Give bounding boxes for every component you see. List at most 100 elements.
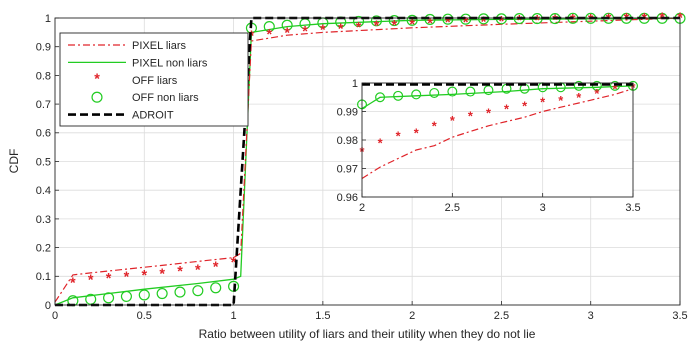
main-y-tick-label: 0.5 (36, 156, 51, 168)
main-off-liars-point: * (659, 11, 665, 27)
inset-off-liars-point: * (432, 119, 437, 134)
inset-off-non-liars-point (573, 80, 584, 91)
main-off-liars-point: * (391, 18, 397, 34)
main-off-non-liars-point (174, 286, 186, 298)
main-off-liars-point: * (356, 20, 362, 36)
legend-pixel-liars-label: PIXEL liars (132, 40, 187, 52)
main-off-non-liars-point (388, 15, 400, 27)
inset-off-non-liars-point (483, 85, 494, 96)
main-off-non-liars-point (353, 15, 365, 27)
main-off-non-liars-point (192, 285, 204, 297)
main-off-liars-point: * (481, 14, 487, 30)
main-y-tick-label: 0.3 (36, 214, 51, 226)
inset-off-liars-point: * (450, 113, 455, 128)
main-off-liars-point: * (624, 11, 630, 27)
main-off-liars-point: * (213, 259, 219, 275)
inset-off-liars-point: * (486, 106, 491, 121)
inset-off-liars-point: * (396, 129, 401, 144)
inset-off-non-liars-point (411, 89, 422, 100)
main-off-liars-point: * (159, 267, 165, 283)
y-axis-label: CDF (7, 149, 21, 174)
main-off-non-liars-point (138, 289, 150, 301)
inset-y-tick-label: 0.96 (337, 192, 358, 204)
main-x-tick-label: 1 (231, 310, 237, 322)
main-off-non-liars-point (370, 15, 382, 27)
main-y-tick-label: 0.1 (36, 271, 51, 283)
main-off-liars-point: * (427, 16, 433, 32)
inset-off-liars-point: * (576, 90, 581, 105)
main-x-tick-label: 0.5 (137, 310, 152, 322)
main-y-tick-label: 1 (45, 13, 51, 25)
inset-y-tick-label: 0.97 (337, 163, 358, 175)
inset-off-non-liars-point (447, 86, 458, 97)
main-axes-frame (54, 17, 681, 306)
inset-off-liars-point: * (504, 101, 509, 116)
main-off-non-liars-point (103, 292, 115, 304)
inset-off-non-liars-point (375, 92, 386, 103)
main-off-liars-point: * (463, 15, 469, 31)
inset-off-liars-point: * (612, 81, 617, 96)
inset-axes-frame (361, 82, 634, 198)
main-x-tick-label: 1.5 (315, 310, 330, 322)
main-off-liars-point: * (266, 27, 272, 43)
inset-off-non-liars-point (393, 90, 404, 101)
main-off-liars-point: * (534, 13, 540, 29)
main-off-liars-point: * (641, 11, 647, 27)
legend-adroit-label: ADROIT (132, 110, 174, 122)
legend-off-liars-marker: * (94, 72, 100, 88)
main-off-non-liars-point (263, 21, 275, 33)
main-off-liars-point: * (302, 24, 308, 40)
inset-x-tick-label: 2 (359, 202, 365, 214)
main-off-liars-point: * (249, 28, 255, 44)
inset-y-tick-label: 1 (352, 78, 358, 90)
main-y-tick-label: 0.9 (36, 42, 51, 54)
x-axis-label: Ratio between utility of liars and their… (199, 327, 536, 341)
main-off-liars-point: * (374, 18, 380, 34)
main-y-tick-label: 0.7 (36, 99, 51, 111)
inset-plot: 2 2.5 3 3.50.960.970.980.991** * * * * * * * * * * * * *… (337, 78, 641, 214)
main-off-liars-point: * (106, 271, 112, 287)
inset-off-liars-point: * (594, 86, 599, 101)
main-off-liars-point: * (445, 15, 451, 31)
main-off-liars-point: * (320, 23, 326, 39)
main-off-non-liars-point (85, 293, 97, 305)
inset-off-liars-point: * (378, 136, 383, 151)
inset-x-tick-label: 3.5 (625, 202, 640, 214)
main-y-tick-label: 0.4 (36, 185, 51, 197)
main-off-liars-point: * (231, 255, 237, 271)
main-x-tick-label: 2.5 (494, 310, 509, 322)
main-off-liars-point: * (499, 14, 505, 30)
main-off-liars-point: * (124, 270, 130, 286)
main-off-liars-point: * (516, 13, 522, 29)
inset-pixel-liars-line (361, 88, 634, 180)
main-off-liars-point: * (570, 12, 576, 28)
main-off-liars-point: * (552, 13, 558, 29)
main-off-liars-point: * (88, 272, 94, 288)
main-off-liars-point: * (141, 268, 147, 284)
main-off-liars-point: * (177, 264, 183, 280)
legend-off-non-liars-label: OFF non liars (132, 92, 199, 104)
main-pixel-liars-line (54, 17, 681, 303)
legend-off-non-liars-marker (91, 91, 103, 103)
main-off-liars-point: * (338, 21, 344, 37)
inset-y-tick-label: 0.99 (337, 106, 358, 118)
inset-off-liars-point: * (414, 126, 419, 141)
main-off-liars-point: * (195, 262, 201, 278)
main-off-liars-point: * (70, 275, 76, 291)
main-x-tick-label: 3.5 (672, 310, 687, 322)
main-y-tick-label: 0.2 (36, 242, 51, 254)
main-x-tick-label: 2 (409, 310, 415, 322)
main-x-tick-label: 3 (588, 310, 594, 322)
main-off-liars-point: * (588, 12, 594, 28)
legend-box (59, 32, 249, 127)
legend: PIXEL liars PIXEL non liars * OFF liars OFF … (59, 32, 249, 127)
inset-y-tick-label: 0.98 (337, 135, 358, 147)
inset-off-non-liars-point (609, 80, 620, 91)
main-off-non-liars-point (156, 287, 168, 300)
inset-off-non-liars-point (465, 86, 476, 97)
main-y-tick-label: 0 (45, 300, 51, 312)
inset-off-liars-point: * (468, 109, 473, 124)
legend-off-liars-label: OFF liars (132, 75, 178, 87)
